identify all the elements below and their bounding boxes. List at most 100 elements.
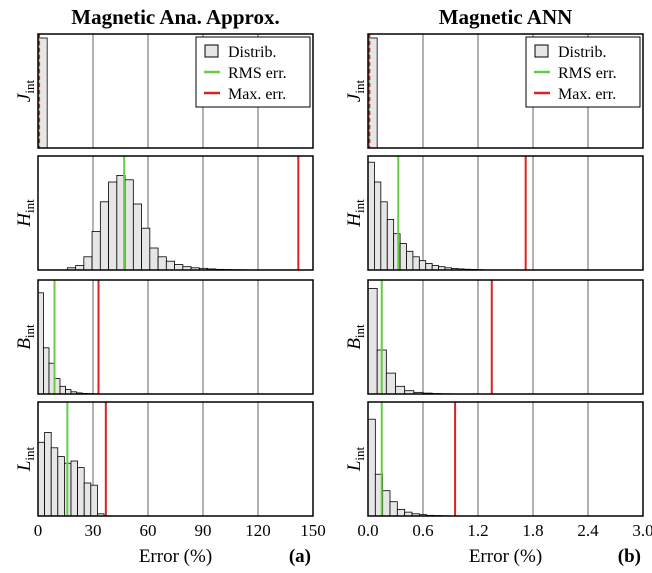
y-axis-label: Hint <box>344 199 367 228</box>
x-tick-label: 0 <box>34 521 43 540</box>
histogram-bar <box>382 490 391 517</box>
legend-distrib-label: Distrib. <box>228 44 276 61</box>
y-label-symbol: J <box>14 92 35 102</box>
histogram-bar <box>380 201 388 271</box>
legend: Distrib. RMS err. Max. err. <box>525 36 641 108</box>
subplot-frame <box>367 33 644 149</box>
histogram-bar <box>83 256 93 271</box>
y-label-subscript: int <box>22 199 37 213</box>
y-label-symbol: L <box>14 461 35 473</box>
histogram-bar <box>70 460 78 517</box>
y-label-symbol: H <box>344 212 365 228</box>
histogram-bar <box>43 347 50 395</box>
histogram-bar <box>57 456 65 517</box>
x-axis-label: Error (%) <box>469 546 542 567</box>
histogram-bar <box>37 441 45 517</box>
histogram-bar <box>389 501 398 517</box>
x-tick-label: 30 <box>85 521 102 540</box>
subplot-frame <box>37 33 314 149</box>
panel-label: (a) <box>289 546 311 567</box>
y-label-subscript: int <box>22 446 37 460</box>
histogram-bar <box>50 447 59 517</box>
histogram-bar <box>108 181 118 271</box>
chart-title: Magnetic ANN <box>439 5 573 29</box>
x-tick-label: 0.6 <box>412 521 433 540</box>
histogram-bar <box>367 161 375 271</box>
subplot-h-int: Hint <box>14 155 314 271</box>
histogram-bar <box>395 385 406 395</box>
x-tick-label: 90 <box>195 521 212 540</box>
histogram-bar <box>386 218 395 271</box>
x-tick-label: 150 <box>300 521 326 540</box>
histogram-bar <box>157 256 167 271</box>
histogram-bar <box>165 260 175 271</box>
histogram-bar <box>77 467 85 517</box>
y-axis-label: Lint <box>344 446 367 472</box>
subplot-frame <box>37 155 314 271</box>
y-axis-label: Lint <box>14 446 37 472</box>
histogram-bar <box>374 181 382 271</box>
legend-distrib-swatch <box>204 44 219 58</box>
histogram-bar <box>174 264 184 271</box>
histogram-bar <box>399 243 407 271</box>
y-axis-label: Hint <box>14 199 37 228</box>
subplot-l-int: Lint <box>14 401 314 517</box>
histogram-bar <box>406 250 414 271</box>
legend-max-label: Max. err. <box>558 86 616 103</box>
histogram-bar <box>385 372 396 395</box>
y-label-symbol: H <box>14 212 35 228</box>
chart-title: Magnetic Ana. Approx. <box>71 5 279 29</box>
x-tick-label: 1.2 <box>467 521 488 540</box>
legend-distrib-swatch <box>534 44 549 58</box>
subplot-frame <box>37 401 314 517</box>
legend-rms-label: RMS err. <box>558 65 617 82</box>
y-label-symbol: J <box>344 92 365 102</box>
histogram-bar <box>90 484 98 517</box>
x-tick-label: 2.4 <box>577 521 599 540</box>
y-label-symbol: B <box>344 338 365 350</box>
subplot-l-int: Lint <box>344 401 644 517</box>
x-tick-label: 60 <box>140 521 157 540</box>
y-label-symbol: B <box>14 338 35 350</box>
subplot-b-int: Bint <box>344 279 644 395</box>
x-tick-label: 1.8 <box>522 521 543 540</box>
y-axis-label: Jint <box>14 80 37 103</box>
y-label-subscript: int <box>352 324 367 338</box>
histogram-bar <box>37 292 44 395</box>
histogram-bar <box>418 260 427 271</box>
y-label-symbol: L <box>344 461 365 473</box>
panel-label: (b) <box>618 546 641 567</box>
subplot-frame <box>367 401 644 517</box>
legend: Distrib. RMS err. Max. err. <box>195 36 311 108</box>
subplot-frame <box>37 279 314 395</box>
legend-max-label: Max. err. <box>228 86 286 103</box>
y-axis-label: Bint <box>14 324 37 350</box>
histogram-bar <box>124 179 134 271</box>
subplot-b-int: Bint <box>14 279 314 395</box>
x-tick-label: 0.0 <box>357 521 378 540</box>
histogram-bar <box>141 227 151 271</box>
y-label-subscript: int <box>352 199 367 213</box>
histogram-bar <box>412 256 420 271</box>
histogram-bar <box>425 262 433 271</box>
subplot-h-int: Hint <box>344 155 644 271</box>
histogram-bar <box>59 385 66 395</box>
histogram-bar <box>99 201 109 271</box>
histogram-bar <box>396 508 406 517</box>
x-axis-label: Error (%) <box>139 546 212 567</box>
x-tick-label: 120 <box>245 521 271 540</box>
histogram-bar <box>91 231 101 271</box>
chart-panel-1: Magnetic ANNJintHintBintLintDistrib.RMS … <box>344 5 652 567</box>
y-label-subscript: int <box>352 446 367 460</box>
y-label-subscript: int <box>22 324 37 338</box>
y-axis-label: Jint <box>344 80 367 103</box>
histogram-bar <box>367 418 376 517</box>
histogram-bar <box>132 203 142 271</box>
y-label-subscript: int <box>352 80 367 94</box>
subplot-frame <box>367 279 644 395</box>
histogram-bar <box>44 431 52 517</box>
subplot-frame <box>367 155 644 271</box>
y-label-subscript: int <box>22 80 37 94</box>
y-axis-label: Bint <box>344 324 367 350</box>
legend-distrib-label: Distrib. <box>558 44 606 61</box>
